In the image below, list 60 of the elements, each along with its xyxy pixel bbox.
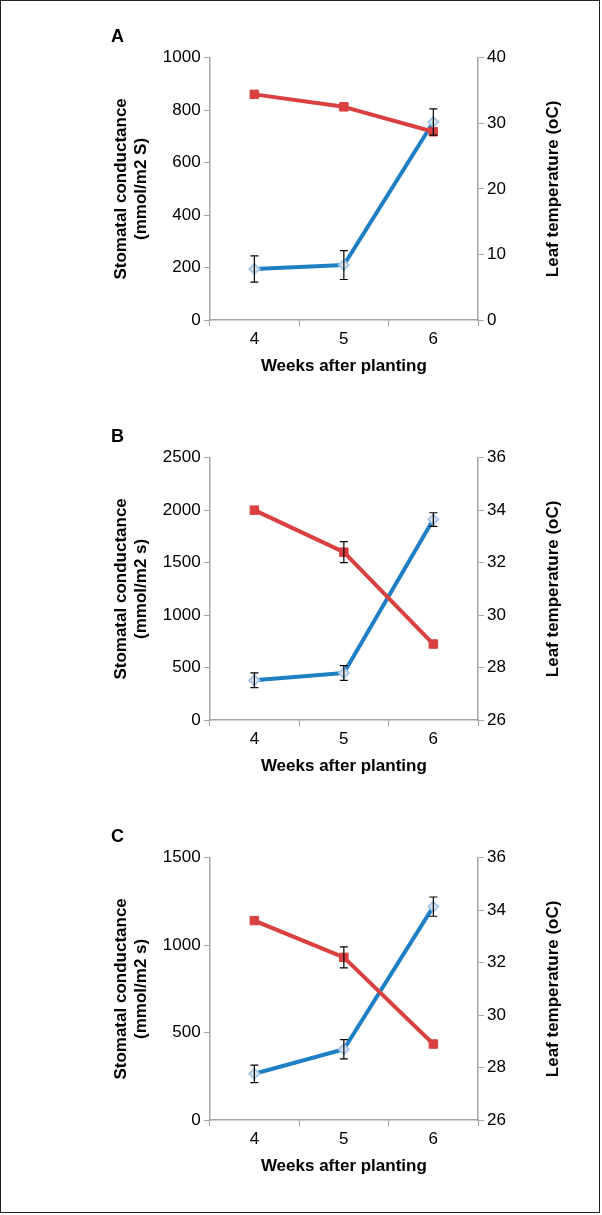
- y2-tick-label: 36: [487, 847, 507, 867]
- y-tick-label: 1500: [162, 552, 201, 572]
- y-tick-label: 1000: [162, 934, 201, 954]
- y2-tick-label: 26: [487, 709, 507, 729]
- y2-tick-label: 30: [487, 1004, 507, 1024]
- y-tick-label: 1000: [162, 604, 201, 624]
- x-axis-title: Weeks after planting: [260, 756, 427, 776]
- y2-axis-title: Leaf temperature (oC): [542, 900, 562, 1078]
- y-axis-title: Stomatal conductance (mmol/m2 s): [110, 898, 151, 1080]
- x-tick-label: 5: [339, 329, 349, 349]
- y-tick-label: 0: [191, 309, 201, 329]
- y2-tick-label: 40: [487, 47, 507, 67]
- y2-tick-label: 32: [487, 552, 507, 572]
- y-axis-title: Stomatal conductance (mmol/m2 s): [110, 498, 151, 680]
- x-tick-label: 6: [428, 729, 439, 749]
- point: [339, 102, 349, 112]
- y-tick-label: 1000: [162, 47, 201, 67]
- x-tick-label: 5: [339, 729, 349, 749]
- x-tick-label: 5: [339, 1129, 349, 1149]
- point: [428, 1039, 439, 1049]
- y2-tick-label: 10: [487, 244, 507, 264]
- y-tick-label: 2000: [162, 499, 201, 519]
- y-tick-label: 1500: [162, 847, 201, 867]
- chart-title: C: [111, 825, 124, 846]
- y-tick-label: 0: [191, 709, 201, 729]
- y2-tick-label: 30: [487, 112, 507, 132]
- point: [428, 639, 439, 649]
- y-tick-label: 500: [172, 1022, 201, 1042]
- y-axis-title: Stomatal conductance (mmol/m2 S): [110, 98, 151, 280]
- y-tick-label: 500: [172, 657, 201, 677]
- y2-tick-label: 32: [487, 952, 507, 972]
- y2-tick-label: 20: [487, 178, 507, 198]
- x-tick-label: 4: [249, 729, 260, 749]
- y2-tick-label: 34: [487, 899, 507, 919]
- y2-tick-label: 30: [487, 604, 507, 624]
- x-tick-label: 6: [428, 329, 439, 349]
- chart-title: A: [111, 25, 124, 46]
- y-tick-label: 2500: [162, 447, 201, 467]
- x-tick-label: 6: [428, 1129, 439, 1149]
- y2-tick-label: 0: [487, 309, 497, 329]
- chart-title: B: [111, 425, 124, 446]
- y2-axis-title: Leaf temperature (oC): [542, 500, 562, 678]
- y2-tick-label: 34: [487, 499, 507, 519]
- y-tick-label: 200: [172, 257, 201, 277]
- y-tick-label: 600: [172, 152, 201, 172]
- x-axis-title: Weeks after planting: [260, 1156, 427, 1176]
- y-tick-label: 800: [172, 99, 201, 119]
- y2-tick-label: 26: [487, 1109, 507, 1129]
- y2-tick-label: 28: [487, 1057, 507, 1077]
- y2-tick-label: 36: [487, 447, 507, 467]
- y-tick-label: 0: [191, 1109, 201, 1129]
- point: [249, 89, 260, 100]
- x-tick-label: 4: [249, 1129, 260, 1149]
- x-axis-title: Weeks after planting: [260, 356, 427, 376]
- point: [249, 915, 260, 926]
- point: [249, 505, 260, 515]
- x-tick-label: 4: [249, 329, 260, 349]
- y2-axis-title: Leaf temperature (oC): [542, 100, 562, 278]
- y2-tick-label: 28: [487, 657, 507, 677]
- y-tick-label: 400: [172, 204, 201, 224]
